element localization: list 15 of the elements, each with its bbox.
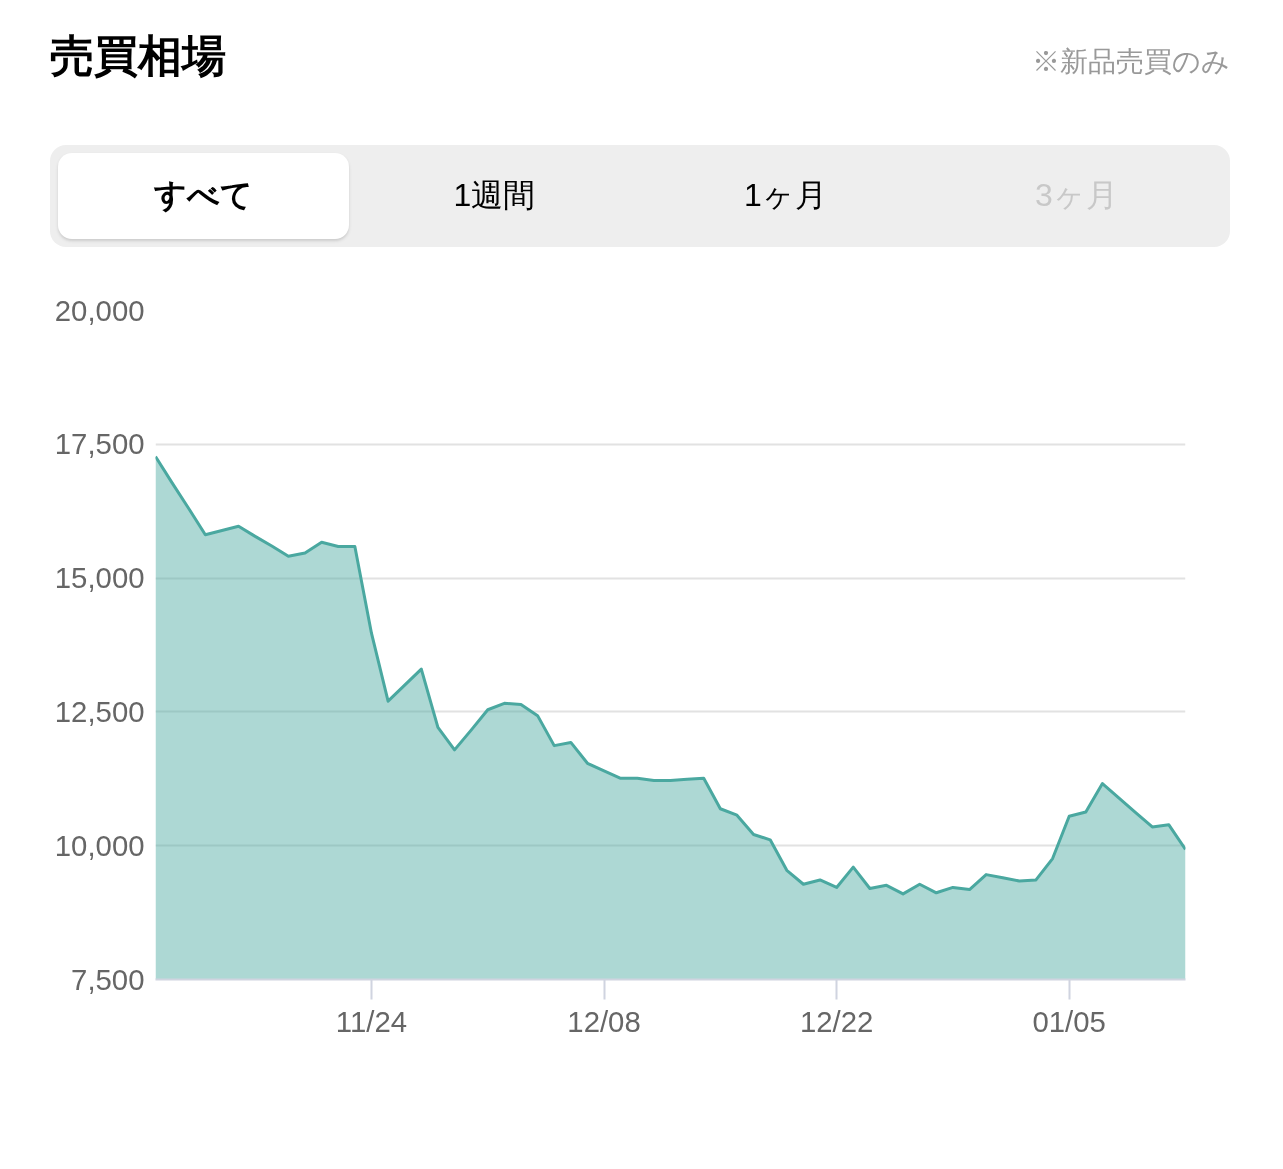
y-tick-label: 12,500 bbox=[54, 694, 145, 728]
y-tick-label: 17,500 bbox=[54, 427, 145, 461]
y-tick-label: 7,500 bbox=[71, 962, 145, 996]
x-tick-label: 01/05 bbox=[1032, 1004, 1106, 1038]
text: すべて bbox=[58, 153, 349, 239]
y-tick-label: 10,000 bbox=[54, 828, 145, 862]
y-tick-label: 15,000 bbox=[54, 561, 145, 595]
x-tick-label: 12/08 bbox=[567, 1004, 641, 1038]
x-tick-label: 12/22 bbox=[799, 1004, 874, 1038]
text: ※新品売買のみ bbox=[1032, 45, 1230, 79]
text: 1ヶ月 bbox=[743, 176, 828, 215]
y-tick-label: 20,000 bbox=[54, 293, 145, 327]
text: 1週間 bbox=[452, 176, 537, 215]
chart-title: 売買相場 bbox=[50, 30, 226, 82]
x-tick-label: 11/24 bbox=[335, 1004, 408, 1038]
